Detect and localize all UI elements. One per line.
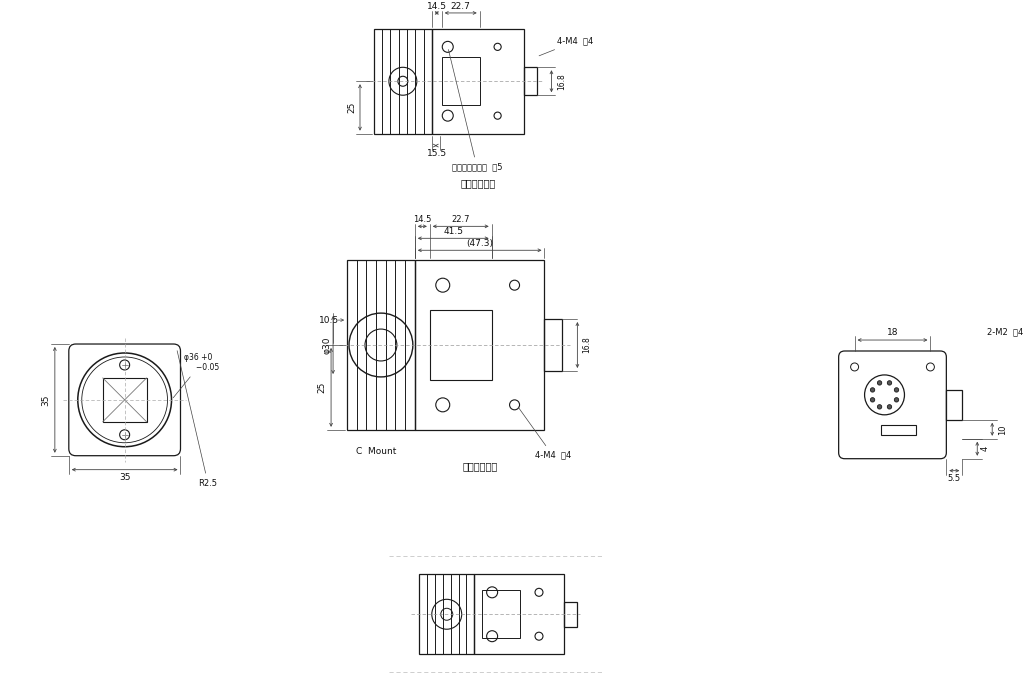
Text: 35: 35 [41, 394, 50, 405]
Text: 25: 25 [317, 382, 327, 393]
Bar [482, 590, 520, 638]
Bar [374, 29, 432, 134]
Text: 14.5: 14.5 [426, 3, 447, 11]
Bar [947, 390, 962, 420]
Text: 22.7: 22.7 [451, 215, 470, 224]
Text: 15.5: 15.5 [426, 149, 447, 158]
Bar [432, 29, 523, 134]
Text: 2-M2  深4: 2-M2 深4 [987, 328, 1024, 337]
Text: 16.8: 16.8 [557, 73, 565, 90]
Bar [430, 310, 491, 380]
Bar [563, 602, 577, 626]
Text: R2.5: R2.5 [177, 351, 217, 488]
Circle shape [870, 398, 874, 402]
Text: 14.5: 14.5 [413, 215, 432, 224]
Circle shape [887, 405, 892, 409]
Circle shape [887, 381, 892, 385]
Bar [881, 425, 917, 435]
Circle shape [878, 405, 882, 409]
Bar [474, 575, 563, 654]
Bar [103, 378, 146, 422]
Text: 10.5: 10.5 [319, 316, 339, 325]
Text: カメラ三脚ネジ  深5: カメラ三脚ネジ 深5 [448, 50, 503, 172]
Circle shape [878, 381, 882, 385]
Text: φ30: φ30 [322, 336, 332, 354]
Text: 35: 35 [118, 473, 131, 482]
Bar [419, 575, 474, 654]
Text: 対面同一形状: 対面同一形状 [460, 178, 495, 188]
Text: 41.5: 41.5 [443, 227, 464, 236]
Circle shape [894, 388, 899, 392]
Text: 18: 18 [887, 328, 898, 337]
Text: 4-M4  深4: 4-M4 深4 [539, 37, 593, 56]
Bar [415, 260, 545, 430]
Text: 16.8: 16.8 [582, 337, 591, 354]
Text: C  Mount: C Mount [355, 447, 397, 456]
Text: 25: 25 [347, 102, 356, 113]
Bar [442, 57, 480, 105]
Text: 4-M4  深4: 4-M4 深4 [518, 407, 571, 460]
Text: 5.5: 5.5 [948, 474, 961, 483]
Text: 22.7: 22.7 [451, 3, 471, 11]
Text: 対面同一形状: 対面同一形状 [462, 461, 497, 470]
Text: φ36 +0
     −0.05: φ36 +0 −0.05 [173, 353, 219, 398]
Text: 10: 10 [998, 424, 1006, 435]
Text: 4: 4 [981, 446, 990, 452]
Bar [545, 319, 562, 371]
Text: (47.3): (47.3) [467, 239, 493, 248]
Circle shape [870, 388, 874, 392]
Circle shape [894, 398, 899, 402]
Bar [523, 67, 538, 95]
Bar [347, 260, 415, 430]
